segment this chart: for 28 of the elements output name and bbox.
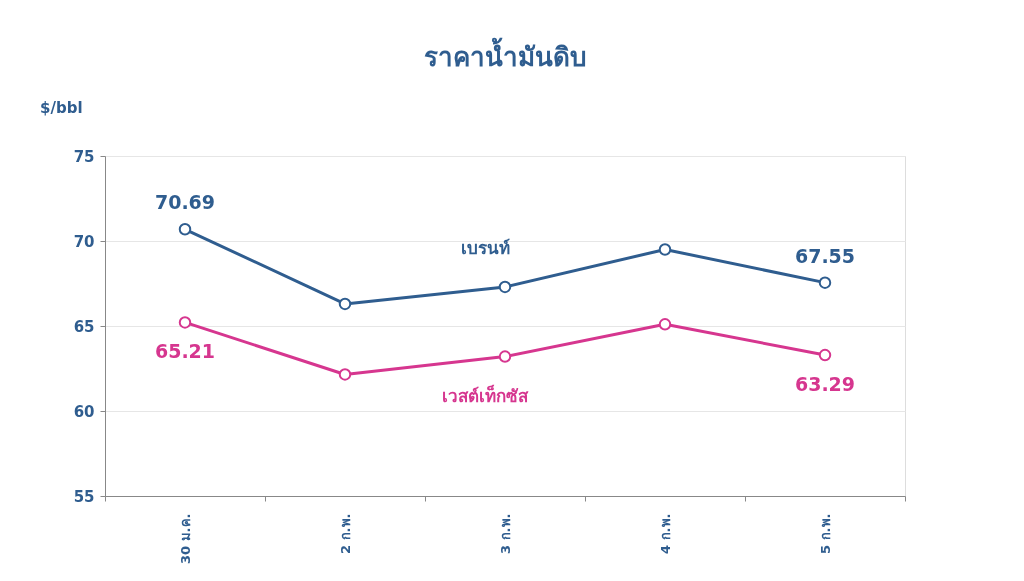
x-tick-label: 3 ก.พ. [497, 513, 513, 554]
chart-title: ราคาน้ำมันดิบ [423, 37, 587, 72]
y-tick-label: 55 [73, 487, 95, 506]
y-tick-label: 70 [73, 232, 95, 251]
point [658, 243, 672, 256]
data-label: 65.21 [154, 340, 216, 363]
point [658, 318, 672, 331]
y-tick-label: 75 [73, 147, 95, 166]
point [178, 316, 192, 329]
x-tick-label: 4 ก.พ. [657, 513, 673, 554]
point [178, 223, 192, 236]
data-label: 70.69 [154, 191, 216, 214]
data-label: 67.55 [794, 244, 856, 267]
x-tick-label: 5 ก.พ. [817, 513, 833, 554]
y-axis-title: $/bbl [40, 99, 83, 117]
point [338, 297, 352, 311]
x-tick-label: 30 ม.ค. [177, 513, 193, 564]
y-tick-label: 65 [73, 317, 95, 336]
data-label: 63.29 [794, 373, 856, 396]
point [818, 348, 832, 362]
point [498, 280, 512, 294]
series-label: เบรนท์ [460, 237, 510, 258]
point [338, 368, 352, 381]
series-label: เวสต์เท็กซัส [442, 383, 529, 406]
x-tick-label: 2 ก.พ. [337, 513, 353, 554]
point [498, 350, 512, 363]
point [818, 276, 832, 289]
y-tick-label: 60 [73, 402, 95, 421]
